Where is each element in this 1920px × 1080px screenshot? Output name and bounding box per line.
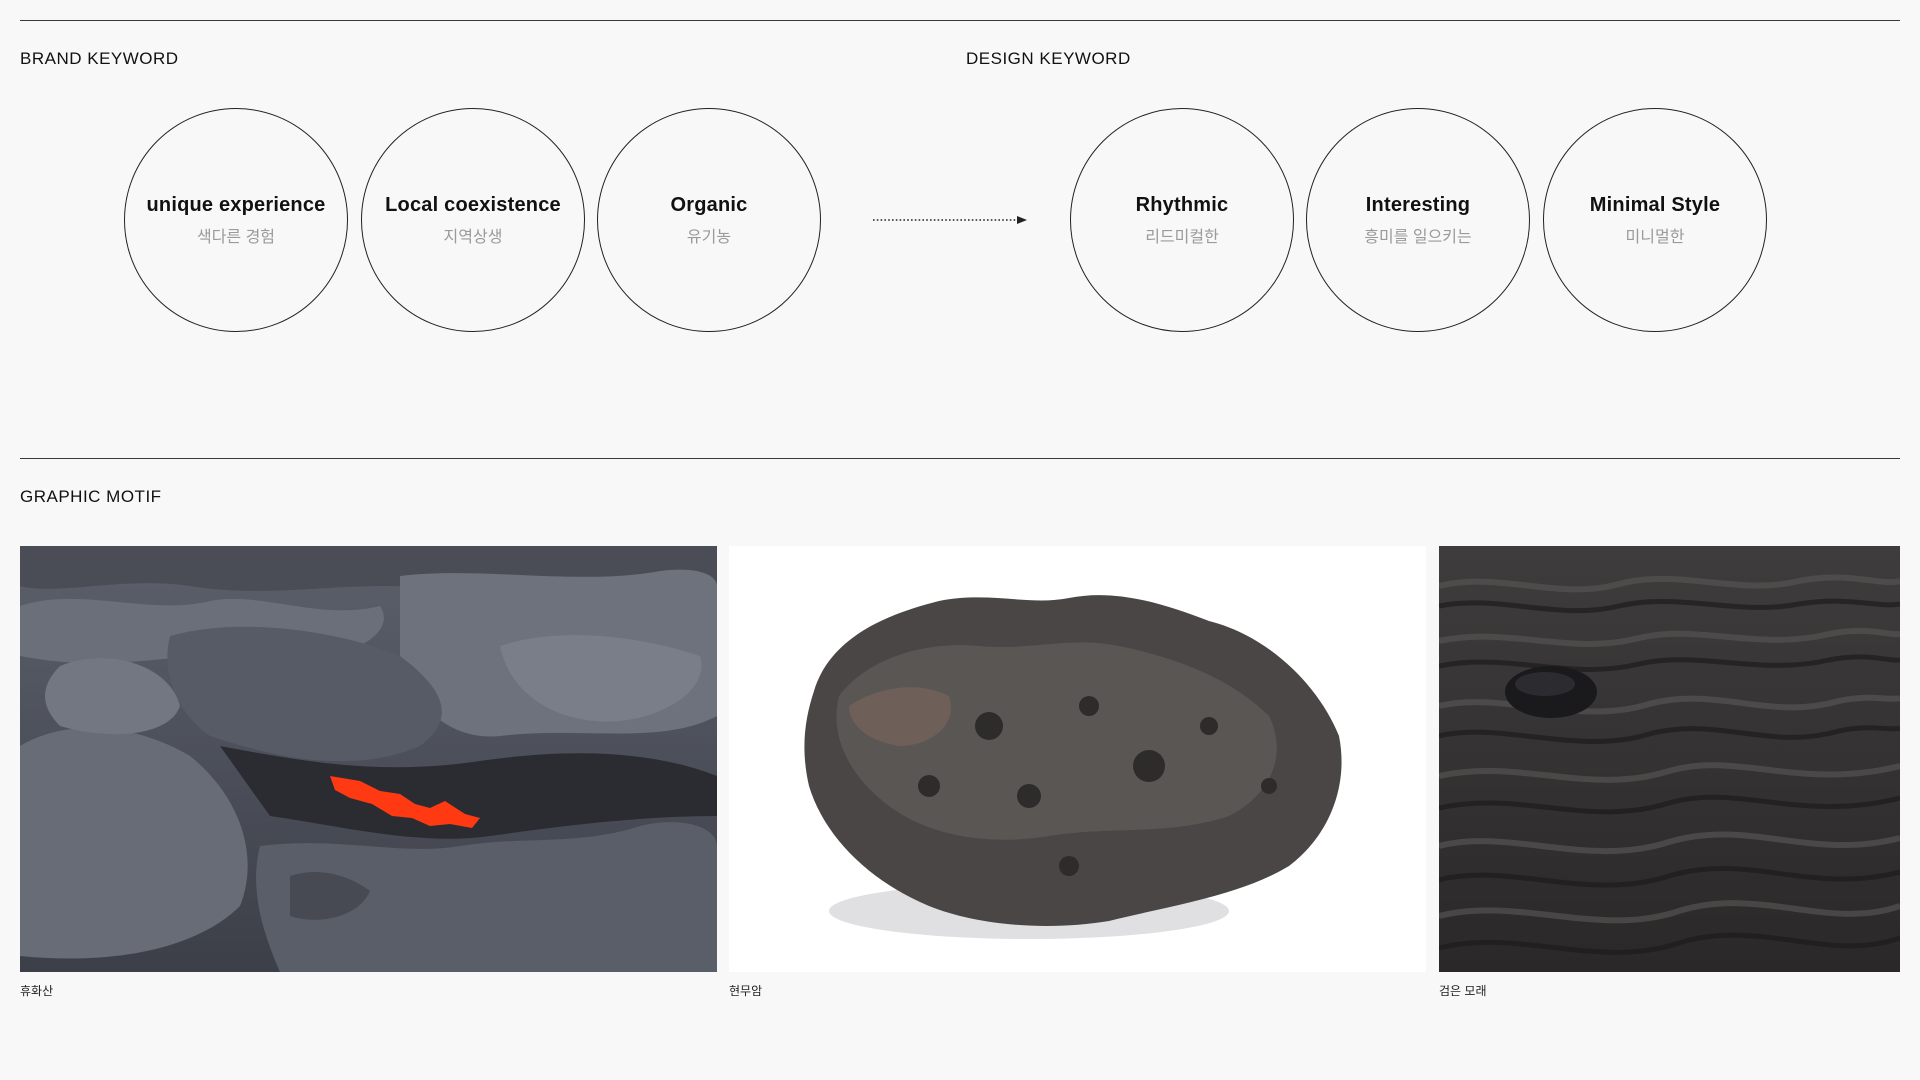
keyword-korean: 지역상생 [443, 228, 503, 246]
brand-keyword-circle: Organic 유기농 [597, 108, 821, 332]
keyword-korean: 색다른 경험 [196, 228, 276, 246]
basalt-rock-image [729, 546, 1426, 972]
keyword-english: Organic [670, 193, 748, 216]
brand-keyword-circle: unique experience 색다른 경험 [124, 108, 348, 332]
graphic-motif-title: GRAPHIC MOTIF [20, 487, 162, 506]
design-keyword-circle: Interesting 흥미를 일으키는 [1306, 108, 1530, 332]
keyword-english: Local coexistence [385, 193, 561, 216]
keyword-korean: 미니멀한 [1625, 228, 1685, 246]
keyword-english: Interesting [1365, 193, 1471, 216]
photo-caption: 검은 모래 [1439, 984, 1487, 998]
lava-rock-image [20, 546, 717, 972]
keyword-english: unique experience [146, 193, 326, 216]
keyword-korean: 유기농 [686, 228, 732, 246]
keyword-english: Minimal Style [1589, 193, 1721, 216]
keyword-korean: 흥미를 일으키는 [1364, 228, 1472, 246]
keyword-english: Rhythmic [1135, 193, 1229, 216]
brand-keyword-title: BRAND KEYWORD [20, 49, 179, 68]
section-divider [20, 458, 1900, 459]
design-keyword-title: DESIGN KEYWORD [966, 49, 1131, 68]
design-keyword-circle: Rhythmic 리드미컬한 [1070, 108, 1294, 332]
brand-keyword-circle: Local coexistence 지역상생 [361, 108, 585, 332]
photo-caption: 현무암 [729, 984, 763, 998]
top-divider [20, 20, 1900, 21]
keyword-korean: 리드미컬한 [1145, 228, 1219, 246]
black-sand-image [1439, 546, 1900, 972]
design-keyword-circle: Minimal Style 미니멀한 [1543, 108, 1767, 332]
photo-caption: 휴화산 [20, 984, 54, 998]
dotted-arrow-icon [873, 216, 1027, 224]
